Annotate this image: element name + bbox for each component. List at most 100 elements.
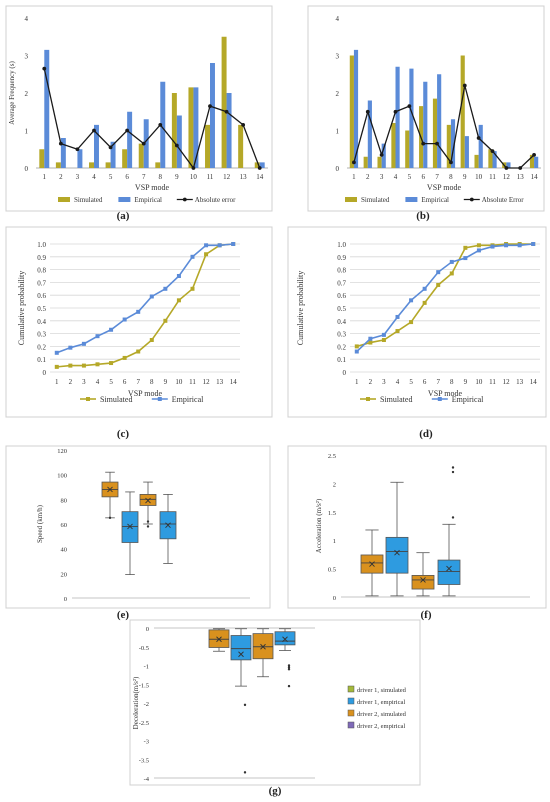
chart-frame [287, 226, 547, 418]
series-point-empirical [368, 336, 373, 341]
series-point-simulated [109, 361, 114, 366]
error-point [449, 160, 453, 165]
bar-simulated [89, 162, 94, 168]
x-tick-label: 2 [366, 173, 370, 181]
error-point [518, 166, 523, 170]
legend-label: Simulated [74, 196, 103, 204]
series-point-empirical [354, 349, 359, 354]
box-mean-marker [216, 636, 222, 643]
series-point-empirical [490, 244, 495, 249]
series-point-empirical [409, 298, 414, 303]
bar-empirical [259, 162, 265, 168]
y-tick-label: 3 [336, 53, 340, 61]
error-point [141, 141, 146, 146]
bar-simulated [254, 162, 260, 168]
box-outlier [108, 516, 112, 520]
bar-simulated [55, 162, 61, 168]
y-tick-label: 0.1 [337, 356, 346, 364]
error-point [158, 122, 163, 127]
box-outlier [243, 771, 247, 774]
box-mean-marker [107, 486, 113, 493]
y-tick-label: 0.3 [337, 331, 346, 339]
y-tick-label: 2 [336, 90, 340, 98]
bar-simulated [205, 124, 210, 168]
box-outlier [146, 520, 150, 523]
bar-empirical [506, 162, 511, 168]
x-tick-label: 12 [203, 378, 211, 386]
legend-swatch [347, 721, 355, 729]
error-point [476, 136, 481, 140]
y-tick-label: 0 [343, 369, 347, 377]
bar-simulated [529, 154, 535, 168]
series-point-simulated [204, 252, 209, 257]
bar-simulated [188, 87, 194, 168]
error-point [92, 128, 96, 133]
legend-marker [157, 397, 162, 401]
panel-label-c: (c) [116, 428, 130, 440]
chart-frame [129, 619, 421, 786]
bar-empirical [534, 156, 539, 168]
series-point-simulated [422, 300, 427, 305]
box-mean-marker [165, 522, 171, 529]
panel-label-e: (e) [116, 609, 130, 621]
y-tick-label: 1.0 [337, 241, 346, 249]
series-point-simulated [190, 286, 195, 291]
bar-empirical [193, 87, 199, 168]
error-point [125, 128, 130, 133]
series-point-empirical [95, 334, 100, 339]
x-tick-label: 14 [531, 173, 539, 181]
x-tick-label: 8 [449, 173, 453, 181]
x-tick-label: 14 [256, 173, 264, 181]
x-tick-label: 6 [125, 173, 129, 181]
y-axis-label: Cumulative probability [296, 271, 305, 345]
series-point-simulated [395, 329, 400, 334]
x-tick-label: 8 [450, 378, 454, 386]
y-tick-label: -3.5 [139, 757, 149, 764]
error-point [435, 141, 439, 146]
x-axis-label: VSP mode [128, 389, 163, 398]
legend-label: Simulated [100, 395, 132, 404]
y-tick-label: 0 [336, 165, 340, 173]
bar-simulated [446, 124, 451, 168]
bar-simulated [105, 162, 111, 168]
y-tick-label: 0.4 [37, 318, 46, 326]
bar-empirical [492, 151, 497, 168]
x-tick-label: 13 [517, 173, 525, 181]
chart-frame [5, 445, 271, 609]
error-point [42, 66, 47, 71]
series-point-empirical [422, 286, 427, 291]
y-tick-label: 0.1 [37, 356, 46, 364]
legend-label: Empirical [421, 196, 449, 204]
x-tick-label: 10 [475, 173, 483, 181]
y-tick-label: 4 [25, 15, 29, 23]
legend-label: Absolute error [195, 196, 236, 204]
legend-label: Empirical [172, 395, 204, 404]
box-mean-marker [127, 523, 133, 530]
box-mean-marker [446, 565, 452, 572]
y-axis-label: Deceleration(m/s²) [132, 676, 140, 729]
chart-panel-c: 0 0.1 0.2 0.3 0.4 0.5 0.6 0.7 0.8 0.9 1.0 1 2 3 4 5 6 7 8 9… [0, 225, 275, 420]
x-tick-label: 9 [464, 378, 468, 386]
box-body [411, 575, 435, 590]
series-point-simulated [409, 320, 414, 325]
x-tick-label: 5 [409, 378, 413, 386]
error-point [108, 145, 113, 150]
x-tick-label: 5 [408, 173, 412, 181]
series-point-empirical [531, 242, 536, 246]
series-line-simulated [56, 243, 234, 368]
series-point-empirical [381, 332, 386, 337]
series-point-simulated [176, 298, 181, 303]
series-point-empirical [231, 242, 236, 246]
y-tick-label: 0.5 [37, 305, 46, 313]
x-tick-label: 4 [396, 378, 400, 386]
box-outlier [287, 668, 291, 671]
y-axis-label: Speed (km/h) [36, 504, 44, 543]
error-line [43, 68, 261, 170]
chart-panel-e: 0 20 40 60 80 100 120 Speed (km/h) [0, 440, 275, 610]
series-point-simulated [354, 344, 359, 349]
series-point-simulated [381, 338, 386, 342]
y-tick-label: 20 [61, 571, 68, 578]
cumulative-probability-chart-c: 00.10.20.30.40.50.60.70.80.91.01 2 3 4 5 6 7 8 9… [5, 226, 273, 418]
x-tick-label: 12 [223, 173, 231, 181]
